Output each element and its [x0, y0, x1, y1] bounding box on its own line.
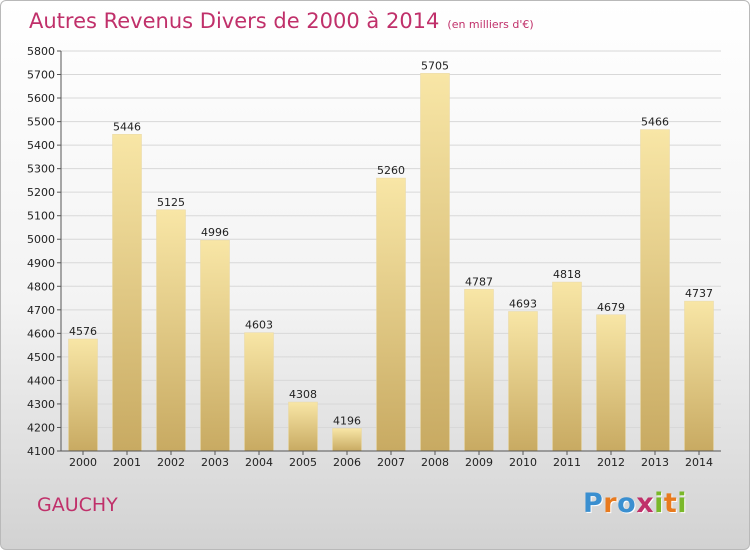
proxiti-logo[interactable]: Proxiti [583, 488, 687, 519]
x-tick-label: 2005 [289, 456, 317, 469]
bar-value-label: 4693 [509, 297, 537, 310]
chart-title: Autres Revenus Divers de 2000 à 2014 (en … [29, 9, 534, 33]
bar [112, 134, 142, 452]
bar [508, 311, 538, 452]
bar-value-label: 4737 [685, 287, 713, 300]
y-tick-label: 4700 [27, 304, 55, 317]
bar [552, 281, 582, 452]
bar-value-label: 4196 [333, 414, 361, 427]
logo-letter: t [663, 488, 678, 519]
y-tick-label: 4100 [27, 445, 55, 458]
x-tick-label: 2010 [509, 456, 537, 469]
bar-value-label: 4308 [289, 388, 317, 401]
x-tick-label: 2007 [377, 456, 405, 469]
x-tick-label: 2009 [465, 456, 493, 469]
bar-value-label: 4787 [465, 275, 493, 288]
y-tick-label: 5400 [27, 139, 55, 152]
bar [288, 401, 318, 452]
logo-letter: P [583, 488, 604, 519]
x-tick-label: 2002 [157, 456, 185, 469]
axes: 4100 4200 4300 4400 4500 4600 4700 4800 4900 5000… [27, 45, 721, 469]
y-tick-label: 4400 [27, 374, 55, 387]
x-tick-label: 2003 [201, 456, 229, 469]
bar-value-label: 5446 [113, 120, 141, 133]
y-tick-label: 5600 [27, 92, 55, 105]
bar-value-label: 5705 [421, 59, 449, 72]
bar-value-label: 4576 [69, 325, 97, 338]
bar [464, 289, 494, 452]
x-tick-label: 2008 [421, 456, 449, 469]
y-tick-label: 4800 [27, 280, 55, 293]
bar [244, 332, 274, 452]
y-tick-label: 5100 [27, 210, 55, 223]
bar [640, 129, 670, 452]
y-tick-label: 4200 [27, 421, 55, 434]
chart-title-text: Autres Revenus Divers de 2000 à 2014 [29, 9, 440, 33]
bar [684, 300, 714, 452]
bar [376, 177, 406, 452]
x-tick-label: 2006 [333, 456, 361, 469]
bar-value-label: 4996 [201, 226, 229, 239]
y-tick-label: 5000 [27, 233, 55, 246]
y-tick-label: 5200 [27, 186, 55, 199]
bar-value-label: 5260 [377, 164, 405, 177]
y-tick-label: 5800 [27, 45, 55, 58]
y-tick-label: 5700 [27, 69, 55, 82]
bar [156, 209, 186, 452]
x-tick-label: 2012 [597, 456, 625, 469]
bar [420, 73, 450, 452]
y-tick-label: 4900 [27, 257, 55, 270]
x-tick-label: 2001 [113, 456, 141, 469]
logo-letter: x [636, 488, 655, 519]
bar-value-label: 4679 [597, 301, 625, 314]
y-tick-label: 4300 [27, 398, 55, 411]
y-tick-label: 5300 [27, 163, 55, 176]
bar-value-label: 4603 [245, 319, 273, 332]
bar [332, 428, 362, 452]
bar-value-label: 5466 [641, 116, 669, 129]
bar [68, 338, 98, 452]
x-tick-label: 2014 [685, 456, 713, 469]
x-tick-label: 2000 [69, 456, 97, 469]
x-tick-label: 2011 [553, 456, 581, 469]
bar [200, 239, 230, 452]
x-tick-label: 2013 [641, 456, 669, 469]
bar [596, 314, 626, 452]
y-tick-label: 5500 [27, 116, 55, 129]
bars: 4576 5446 5125 4996 4603 4308 4196 5260 5705 4787… [68, 59, 714, 452]
y-tick-label: 4500 [27, 351, 55, 364]
x-tick-label: 2004 [245, 456, 273, 469]
chart-title-unit: (en milliers d'€) [447, 18, 534, 31]
logo-letter: i [677, 488, 688, 519]
y-tick-label: 4600 [27, 327, 55, 340]
logo-letter: r [603, 488, 618, 519]
bar-value-label: 4818 [553, 268, 581, 281]
logo-letter: i [654, 488, 664, 519]
city-name: GAUCHY [37, 494, 118, 516]
logo-letter: o [617, 488, 637, 519]
bar-value-label: 5125 [157, 196, 185, 209]
